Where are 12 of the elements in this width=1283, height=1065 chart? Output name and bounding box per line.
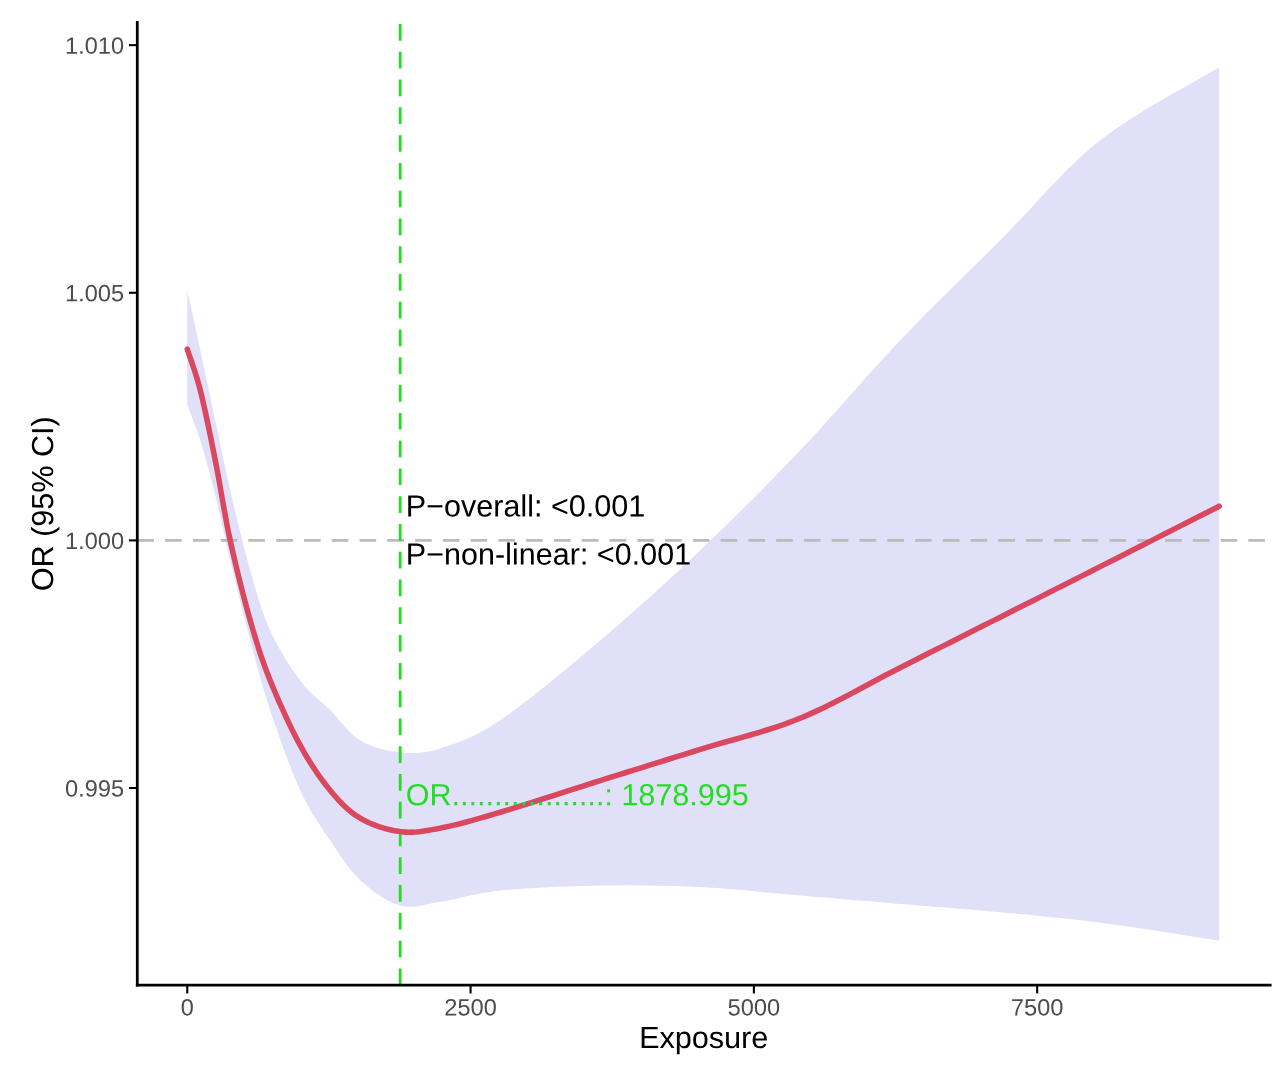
x-tick-label: 5000 [728, 998, 780, 1016]
y-tick-label: 0.995 [65, 780, 124, 797]
y-tick-label: 1.005 [66, 284, 124, 302]
x-axis-title: Exposure [641, 1027, 767, 1055]
y-tick-label: 1.000 [66, 532, 124, 550]
x-tick-label: 2500 [445, 998, 496, 1016]
annotation: P−overall: <0.001 [408, 494, 644, 517]
y-axis-title: OR (95% CI) [30, 418, 60, 590]
x-tick-label: 7500 [1012, 998, 1063, 1016]
x-tick-label: 0 [181, 998, 193, 1016]
y-tick-label: 1.010 [66, 37, 124, 54]
annotation: P−non-linear: <0.001 [408, 542, 690, 565]
